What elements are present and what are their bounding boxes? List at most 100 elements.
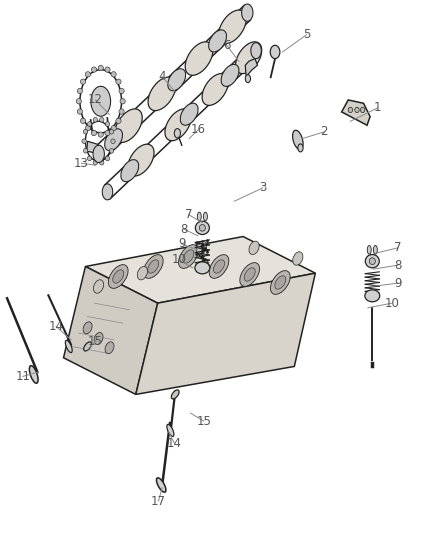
Ellipse shape (373, 246, 377, 254)
Ellipse shape (119, 88, 124, 94)
Text: 14: 14 (167, 437, 182, 449)
Ellipse shape (111, 71, 116, 77)
Ellipse shape (87, 156, 92, 161)
Ellipse shape (185, 42, 213, 75)
Text: 15: 15 (196, 415, 211, 427)
Ellipse shape (81, 118, 86, 124)
Ellipse shape (121, 160, 139, 182)
Ellipse shape (365, 290, 380, 302)
Ellipse shape (81, 79, 86, 84)
Text: 15: 15 (88, 335, 103, 348)
Ellipse shape (113, 270, 124, 283)
Ellipse shape (115, 109, 142, 142)
Text: 7: 7 (184, 208, 192, 221)
Ellipse shape (128, 144, 154, 176)
Ellipse shape (367, 246, 371, 254)
Text: 1: 1 (374, 101, 381, 115)
Ellipse shape (165, 109, 191, 141)
Ellipse shape (219, 10, 246, 44)
Ellipse shape (179, 245, 198, 268)
Ellipse shape (93, 160, 98, 165)
Ellipse shape (369, 258, 375, 264)
Text: 7: 7 (394, 241, 402, 254)
Ellipse shape (99, 117, 104, 122)
Ellipse shape (105, 342, 114, 354)
Ellipse shape (202, 74, 228, 106)
Ellipse shape (365, 254, 379, 268)
Ellipse shape (105, 130, 110, 135)
Ellipse shape (106, 122, 110, 126)
Ellipse shape (240, 263, 259, 286)
Ellipse shape (29, 366, 38, 383)
Text: 16: 16 (191, 124, 205, 136)
Text: 10: 10 (385, 297, 399, 310)
Text: 13: 13 (74, 157, 89, 169)
Ellipse shape (77, 109, 82, 114)
Ellipse shape (85, 71, 91, 77)
Ellipse shape (167, 424, 174, 437)
Ellipse shape (98, 65, 103, 70)
Text: 9: 9 (178, 237, 186, 251)
Ellipse shape (270, 45, 280, 59)
Ellipse shape (102, 184, 113, 200)
Ellipse shape (180, 103, 198, 125)
Ellipse shape (120, 99, 125, 104)
Ellipse shape (195, 221, 209, 235)
Ellipse shape (242, 4, 253, 21)
Text: 10: 10 (171, 253, 186, 266)
Text: 11: 11 (15, 370, 30, 383)
Polygon shape (245, 59, 258, 77)
Ellipse shape (92, 67, 97, 72)
Ellipse shape (110, 149, 114, 153)
Ellipse shape (85, 126, 91, 131)
Polygon shape (87, 141, 99, 154)
Ellipse shape (111, 139, 115, 143)
Ellipse shape (137, 266, 148, 280)
Ellipse shape (76, 99, 81, 104)
Ellipse shape (144, 255, 163, 278)
Ellipse shape (98, 132, 103, 138)
Ellipse shape (116, 118, 121, 124)
Ellipse shape (174, 128, 180, 138)
Ellipse shape (105, 129, 123, 151)
Ellipse shape (203, 212, 208, 221)
Ellipse shape (213, 260, 225, 273)
Ellipse shape (119, 109, 124, 114)
Ellipse shape (94, 333, 103, 344)
Ellipse shape (245, 75, 251, 83)
Ellipse shape (77, 88, 82, 94)
Ellipse shape (208, 30, 226, 52)
Ellipse shape (83, 322, 92, 334)
Ellipse shape (116, 79, 121, 84)
Ellipse shape (111, 126, 116, 131)
Ellipse shape (91, 86, 110, 116)
Ellipse shape (65, 341, 72, 352)
Text: 3: 3 (259, 181, 266, 195)
Ellipse shape (183, 250, 194, 263)
Polygon shape (85, 237, 315, 303)
Ellipse shape (171, 390, 179, 399)
Text: 5: 5 (303, 28, 310, 41)
Ellipse shape (105, 156, 110, 161)
Ellipse shape (293, 252, 303, 265)
Ellipse shape (298, 144, 303, 152)
Ellipse shape (105, 67, 110, 72)
Ellipse shape (82, 139, 86, 143)
Ellipse shape (168, 69, 186, 91)
Polygon shape (136, 273, 315, 394)
Text: 6: 6 (223, 39, 231, 52)
Ellipse shape (196, 241, 207, 255)
Ellipse shape (249, 241, 259, 255)
Text: 4: 4 (158, 70, 166, 83)
Ellipse shape (93, 280, 104, 293)
Ellipse shape (244, 268, 255, 281)
Ellipse shape (236, 42, 262, 74)
Ellipse shape (156, 478, 166, 492)
Ellipse shape (271, 271, 290, 294)
Polygon shape (342, 100, 370, 125)
Ellipse shape (209, 255, 229, 278)
Text: 12: 12 (88, 93, 103, 107)
Ellipse shape (92, 130, 97, 135)
Text: 14: 14 (49, 320, 64, 333)
Ellipse shape (293, 130, 303, 150)
